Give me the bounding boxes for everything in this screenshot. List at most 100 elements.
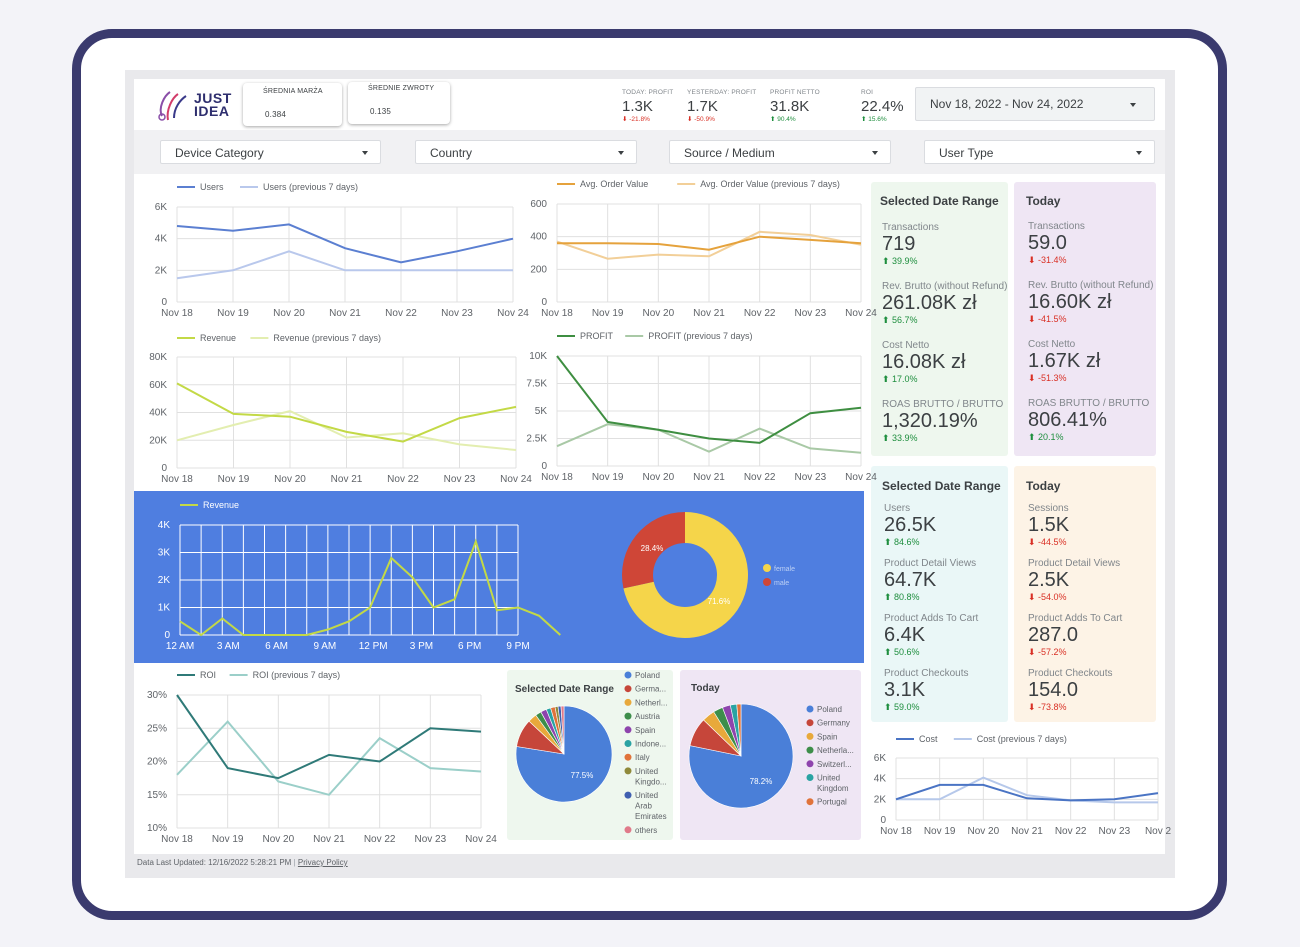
legend-swatch: [806, 732, 814, 740]
legend-label: Austria: [635, 712, 660, 721]
series-line-avg-order-value-previous-7-days-: [556, 230, 862, 260]
header-metric: TODAY: PROFIT 1.3K ⬇ -21.8%: [622, 89, 673, 123]
kpi-metric-value: 59.0: [1028, 232, 1067, 254]
kpi-metric-value: 154.0: [1028, 679, 1079, 701]
x-tick-label: Nov 23: [794, 308, 826, 319]
x-tick-label: Nov 23: [441, 308, 473, 319]
country_today-pie-chart: 78.2% Today Poland Germany Spain Netherla... S…: [688, 683, 854, 809]
legend-label: Spain: [635, 726, 655, 735]
header-metric-value: 1.3K: [622, 98, 653, 115]
x-tick-label: 9 AM: [313, 641, 336, 652]
chevron-down-icon: [872, 151, 878, 155]
x-tick-label: Nov 18: [161, 308, 193, 319]
kpi-metric-label: Product Detail Views: [884, 558, 977, 569]
kpi-metric-change: ⬇ -41.5%: [1028, 314, 1067, 324]
kpi-card-label: ŚREDNIE ZWROTY: [368, 85, 435, 92]
donut-slice-label: 71.6%: [708, 597, 731, 606]
kpi-metric-value: 2.5K: [1028, 569, 1070, 591]
kpi-metric-label: Cost Netto: [1028, 339, 1076, 350]
footer: Data Last Updated: 12/16/2022 5:28:21 PM…: [137, 858, 348, 867]
header-metric-label: TODAY: PROFIT: [622, 89, 674, 96]
legend-swatch: [624, 712, 632, 720]
legend-label: Indone...: [635, 740, 666, 749]
series-line-users-previous-7-days-: [176, 250, 513, 280]
hourly-line-chart: 4K 3K 2K 1K 012 AM 3 AM 6 AM 9 AM 12 PM 3 PM 6 PM 9…: [158, 500, 561, 652]
legend-label: Spain: [817, 732, 837, 741]
legend-label: Cost (previous 7 days): [977, 734, 1067, 744]
kpi-metric-value: 26.5K: [884, 514, 937, 536]
filter-country[interactable]: Country: [415, 140, 637, 164]
pie-slice: [688, 703, 794, 809]
filter-user-type[interactable]: User Type: [924, 140, 1155, 164]
kpi-panel-title: Today: [1026, 479, 1061, 493]
kpi-metric-value: 16.08K zł: [882, 351, 966, 373]
x-tick-label: Nov 23: [444, 474, 476, 485]
y-tick-label: 4K: [874, 774, 887, 785]
filter-device-category[interactable]: Device Category: [160, 140, 381, 164]
x-tick-label: 3 PM: [410, 641, 433, 652]
filter-label: User Type: [939, 146, 994, 160]
pie-title: Selected Date Range: [515, 684, 614, 695]
y-tick-label: 7.5K: [526, 379, 547, 390]
x-tick-label: Nov 18: [541, 472, 573, 483]
legend-label: ROI (previous 7 days): [253, 670, 341, 680]
kpi-metric-value: 3.1K: [884, 679, 926, 701]
header-metric-value: 1.7K: [687, 98, 718, 115]
x-tick-label: 6 PM: [458, 641, 481, 652]
x-tick-label: Nov 22: [744, 472, 776, 483]
x-tick-label: Nov 21: [693, 472, 725, 483]
x-tick-label: Nov 22: [385, 308, 417, 319]
legend-swatch: [624, 726, 632, 734]
x-tick-label: Nov 21: [313, 834, 345, 845]
gender-donut-chart: 28.4% 71.6% female male: [622, 512, 795, 638]
series-line-users: [176, 223, 514, 264]
y-tick-label: 10K: [529, 351, 547, 362]
filter-source-medium[interactable]: Source / Medium: [669, 140, 891, 164]
filter-label: Device Category: [175, 146, 264, 160]
legend-label: Kingdo...: [635, 777, 667, 786]
header-metric-label: YESTERDAY: PROFIT: [687, 89, 757, 96]
kpi-metric-value: 1,320.19%: [882, 410, 978, 432]
legend-label: Portugal: [817, 798, 847, 807]
header-metric-label: PROFIT NETTO: [770, 89, 820, 96]
legend-label: Avg. Order Value (previous 7 days): [700, 179, 840, 189]
x-tick-label: 12 AM: [166, 641, 194, 652]
x-tick-label: Nov 22: [364, 834, 396, 845]
legend-label: Italy: [635, 753, 650, 762]
legend-swatch: [624, 826, 632, 834]
y-tick-label: 3K: [158, 548, 171, 559]
x-tick-label: Nov 23: [414, 834, 446, 845]
y-tick-label: 0: [161, 297, 167, 308]
legend-label: United: [635, 791, 658, 800]
x-tick-label: Nov 20: [642, 472, 674, 483]
legend-label: United: [635, 767, 658, 776]
x-tick-label: Nov 18: [541, 308, 573, 319]
kpi-metric-label: Product Checkouts: [1028, 668, 1113, 679]
kpi-metric-label: Rev. Brutto (without Refund): [882, 281, 1008, 292]
privacy-policy-link[interactable]: Privacy Policy: [297, 858, 348, 867]
legend-label: Cost: [919, 734, 938, 744]
kpi-metric-value: 1.67K zł: [1028, 350, 1101, 372]
kpi-metric-change: ⬇ -73.8%: [1028, 702, 1067, 712]
series-line-profit-previous-7-days-: [556, 423, 862, 454]
x-tick-label: Nov 24: [845, 472, 877, 483]
legend-label: PROFIT (previous 7 days): [648, 331, 752, 341]
kpi-metric-change: ⬇ -31.4%: [1028, 255, 1067, 265]
brand-line-2: IDEA: [194, 103, 230, 119]
y-tick-label: 6K: [155, 202, 168, 213]
y-tick-label: 400: [530, 232, 547, 243]
x-tick-label: 9 PM: [506, 641, 529, 652]
donut-slice-male: [622, 512, 685, 589]
x-tick-label: Nov 21: [693, 308, 725, 319]
date-range-picker[interactable]: Nov 18, 2022 - Nov 24, 2022: [915, 87, 1155, 121]
legend-label: Emirates: [635, 812, 667, 821]
header-metric: PROFIT NETTO 31.8K ⬆ 90.4%: [770, 89, 820, 123]
y-tick-label: 25%: [147, 723, 167, 734]
x-tick-label: Nov 18: [161, 834, 193, 845]
series-line-revenue: [179, 538, 561, 637]
header-metric-label: ROI: [861, 89, 874, 96]
x-tick-label: Nov 20: [262, 834, 294, 845]
kpi-metric-change: ⬆ 33.9%: [882, 433, 918, 443]
roi-line-chart: 30% 25% 20% 15% 10%Nov 18 Nov 19 Nov 20 Nov 21 N…: [147, 670, 497, 845]
